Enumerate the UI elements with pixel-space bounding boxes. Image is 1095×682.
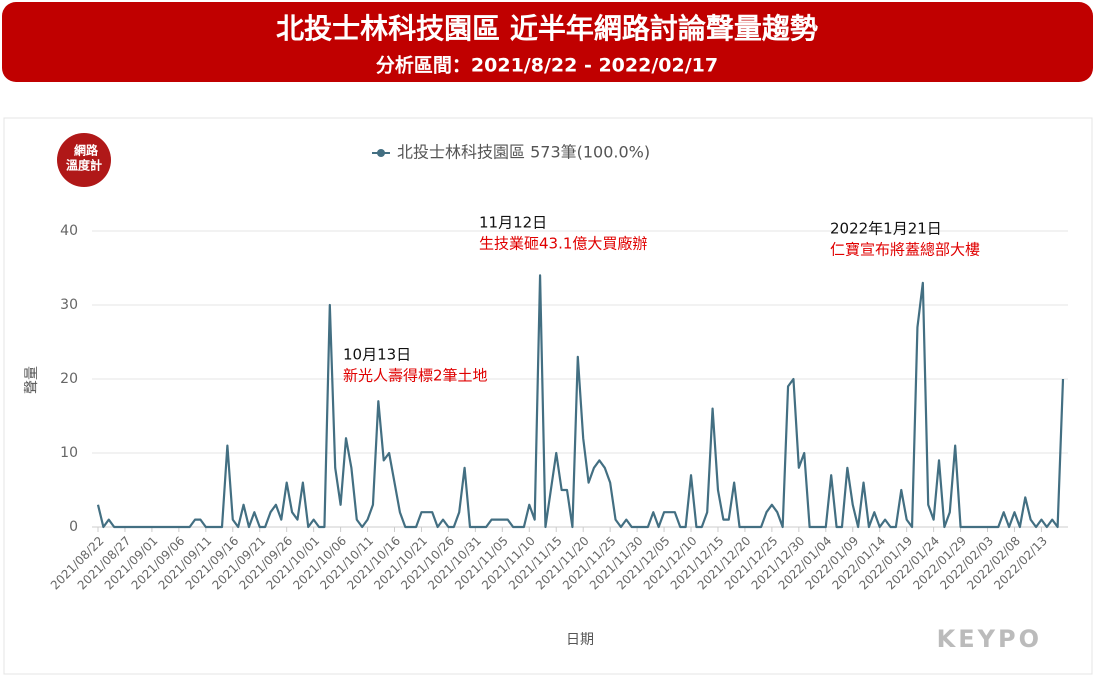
y-tick-label: 10 bbox=[60, 445, 78, 461]
y-tick-label: 20 bbox=[60, 371, 78, 387]
chart-title: 北投士林科技園區 近半年網路討論聲量趨勢 bbox=[276, 12, 818, 45]
annotation-text: 生技業砸43.1億大買廠辦 bbox=[479, 235, 647, 253]
panel bbox=[3, 117, 1093, 675]
annotation-text: 仁寶宣布將蓋總部大樓 bbox=[830, 241, 980, 259]
y-tick-label: 40 bbox=[60, 223, 78, 239]
brand: KEYPO bbox=[937, 625, 1042, 653]
chart-subtitle: 分析區間：2021/8/22 - 2022/02/17 bbox=[376, 54, 718, 77]
legend-label: 北投士林科技園區 573筆(100.0%) bbox=[397, 143, 650, 162]
x-axis-label: 日期 bbox=[566, 632, 594, 648]
annotation-title: 2022年1月21日 bbox=[830, 220, 942, 238]
data-line bbox=[96, 274, 1065, 529]
y-tick-label: 0 bbox=[69, 519, 78, 535]
badge-text: 網路 bbox=[74, 143, 99, 158]
annotation-title: 11月12日 bbox=[479, 214, 547, 232]
annotation-text: 新光人壽得標2筆土地 bbox=[343, 367, 488, 385]
annotation-title: 10月13日 bbox=[343, 346, 411, 364]
badge bbox=[57, 133, 111, 187]
header bbox=[2, 2, 1093, 82]
badge-text: 溫度計 bbox=[66, 158, 102, 173]
y-axis-label: 聲量 bbox=[23, 366, 40, 394]
legend-swatch bbox=[377, 149, 385, 157]
y-tick-label: 30 bbox=[60, 297, 78, 313]
